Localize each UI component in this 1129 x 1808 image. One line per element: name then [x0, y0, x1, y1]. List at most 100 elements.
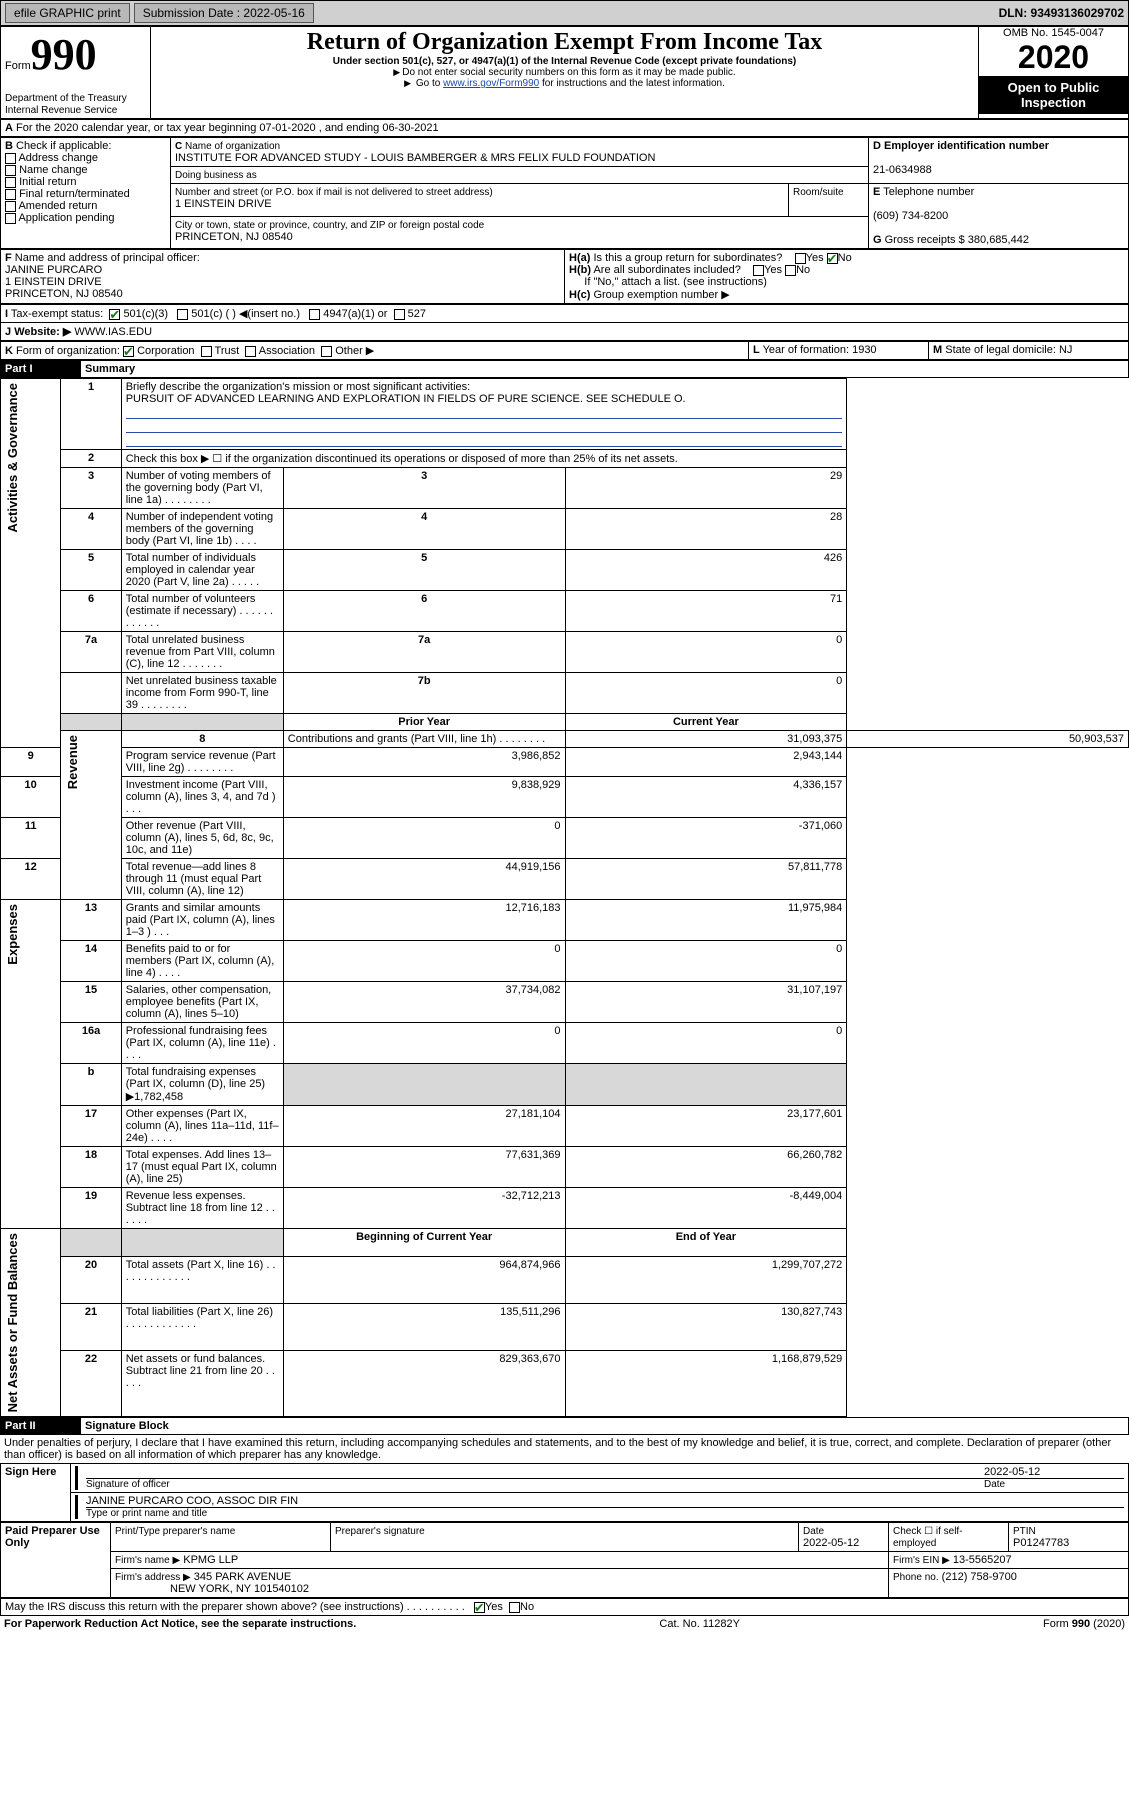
ptin-value: P01247783 [1013, 1537, 1069, 1549]
officer-name: JANINE PURCARO [5, 264, 102, 276]
line5-text: Total number of individuals employed in … [121, 550, 283, 591]
firm-addr-label: Firm's address ▶ [115, 1572, 191, 1583]
sidebar-netassets: Net Assets or Fund Balances [1, 1229, 24, 1416]
line3-text: Number of voting members of the governin… [121, 468, 283, 509]
line11-prior: 0 [283, 818, 565, 859]
domicile-label: State of legal domicile: [945, 344, 1056, 356]
room-label: Room/suite [793, 187, 844, 198]
checkbox-ha-yes[interactable] [795, 253, 806, 264]
checkbox-trust[interactable] [201, 346, 212, 357]
line16a-text: Professional fundraising fees (Part IX, … [121, 1023, 283, 1064]
phone-value: (609) 734-8200 [873, 210, 948, 222]
instructions-link[interactable]: www.irs.gov/Form990 [443, 78, 539, 89]
checkbox-4947[interactable] [309, 309, 320, 320]
name-label: Name of organization [185, 141, 280, 152]
line22-prior: 829,363,670 [283, 1350, 565, 1417]
pt-date-label: Date [803, 1526, 824, 1537]
preparer-table: Paid Preparer Use Only Print/Type prepar… [0, 1522, 1129, 1598]
line7a-val: 0 [565, 632, 847, 673]
checkbox-final-return[interactable] [5, 189, 16, 200]
pt-name-label: Print/Type preparer's name [115, 1526, 235, 1537]
line20-prior: 964,874,966 [283, 1256, 565, 1303]
checkbox-527[interactable] [394, 309, 405, 320]
firm-name: KPMG LLP [183, 1554, 238, 1566]
discuss-question: May the IRS discuss this return with the… [5, 1601, 465, 1613]
checkbox-501c[interactable] [177, 309, 188, 320]
goto-suffix: for instructions and the latest informat… [539, 78, 725, 89]
checkbox-assoc[interactable] [245, 346, 256, 357]
section-b: B Check if applicable: Address change Na… [1, 138, 171, 249]
checkbox-name-change[interactable] [5, 165, 16, 176]
sig-date: 2022-05-12 [984, 1466, 1124, 1479]
date-label: Date [984, 1479, 1124, 1490]
signature-table: Sign Here 2022-05-12 Signature of office… [0, 1463, 1129, 1522]
checkbox-initial-return[interactable] [5, 177, 16, 188]
ssn-warning: Do not enter social security numbers on … [155, 67, 974, 78]
line16a-curr: 0 [565, 1023, 847, 1064]
firm-phone-label: Phone no. [893, 1572, 939, 1583]
checkbox-amended-return[interactable] [5, 201, 16, 212]
type-name-label: Type or print name and title [86, 1508, 1124, 1519]
form-number: 990 [31, 30, 97, 79]
line8-prior: 31,093,375 [565, 731, 847, 748]
firm-phone: (212) 758-9700 [942, 1571, 1017, 1583]
checkbox-ha-no[interactable] [827, 253, 838, 264]
firm-ein-label: Firm's EIN ▶ [893, 1555, 950, 1566]
line10-text: Investment income (Part VIII, column (A)… [121, 777, 283, 818]
submission-date-button[interactable]: Submission Date : 2022-05-16 [134, 3, 314, 23]
line16a-prior: 0 [283, 1023, 565, 1064]
city-value: PRINCETON, NJ 08540 [175, 231, 293, 243]
officer-name-title: JANINE PURCARO COO, ASSOC DIR FIN [86, 1495, 1124, 1508]
line14-text: Benefits paid to or for members (Part IX… [121, 941, 283, 982]
efile-print-button[interactable]: efile GRAPHIC print [5, 3, 130, 23]
line6-val: 71 [565, 591, 847, 632]
line14-prior: 0 [283, 941, 565, 982]
open-public-badge: Open to Public Inspection [979, 76, 1128, 114]
dln-label: DLN: 93493136029702 [999, 6, 1124, 20]
line19-curr: -8,449,004 [565, 1188, 847, 1229]
line21-prior: 135,511,296 [283, 1303, 565, 1350]
org-name: INSTITUTE FOR ADVANCED STUDY - LOUIS BAM… [175, 152, 655, 164]
line9-text: Program service revenue (Part VIII, line… [121, 748, 283, 777]
line20-curr: 1,299,707,272 [565, 1256, 847, 1303]
checkbox-discuss-no[interactable] [509, 1602, 520, 1613]
checkbox-discuss-yes[interactable] [474, 1602, 485, 1613]
ha-label: Is this a group return for subordinates? [593, 252, 782, 264]
checkbox-corp[interactable] [123, 346, 134, 357]
page-footer: For Paperwork Reduction Act Notice, see … [0, 1616, 1129, 1632]
street-label: Number and street (or P.O. box if mail i… [175, 187, 493, 198]
checkbox-501c3[interactable] [109, 309, 120, 320]
line18-prior: 77,631,369 [283, 1147, 565, 1188]
hb-note: If "No," attach a list. (see instruction… [584, 276, 767, 288]
firm-addr2: NEW YORK, NY 101540102 [170, 1583, 309, 1595]
line22-text: Net assets or fund balances. Subtract li… [121, 1350, 283, 1417]
checkbox-application-pending[interactable] [5, 213, 16, 224]
line18-curr: 66,260,782 [565, 1147, 847, 1188]
col-beginning: Beginning of Current Year [283, 1229, 565, 1257]
tax-year: 2020 [979, 39, 1128, 76]
domicile-value: NJ [1059, 344, 1072, 356]
line17-curr: 23,177,601 [565, 1106, 847, 1147]
line9-prior: 3,986,852 [283, 748, 565, 777]
checkbox-hb-yes[interactable] [753, 265, 764, 276]
line4-val: 28 [565, 509, 847, 550]
checkbox-address-change[interactable] [5, 153, 16, 164]
goto-instructions: Go to www.irs.gov/Form990 for instructio… [155, 78, 974, 89]
footer-mid: Cat. No. 11282Y [659, 1618, 740, 1630]
line9-curr: 2,943,144 [565, 748, 847, 777]
line12-text: Total revenue—add lines 8 through 11 (mu… [121, 859, 283, 900]
pt-date: 2022-05-12 [803, 1537, 859, 1549]
line8-text: Contributions and grants (Part VIII, lin… [283, 731, 565, 748]
firm-addr1: 345 PARK AVENUE [194, 1571, 291, 1583]
line19-text: Revenue less expenses. Subtract line 18 … [121, 1188, 283, 1229]
sign-here-label: Sign Here [1, 1464, 71, 1522]
line5-val: 426 [565, 550, 847, 591]
line13-text: Grants and similar amounts paid (Part IX… [121, 900, 283, 941]
line1-label: Briefly describe the organization's miss… [126, 381, 470, 393]
officer-street: 1 EINSTEIN DRIVE [5, 276, 102, 288]
line21-curr: 130,827,743 [565, 1303, 847, 1350]
line11-curr: -371,060 [565, 818, 847, 859]
checkbox-hb-no[interactable] [785, 265, 796, 276]
checkbox-other[interactable] [321, 346, 332, 357]
sig-officer-label: Signature of officer [86, 1479, 984, 1490]
